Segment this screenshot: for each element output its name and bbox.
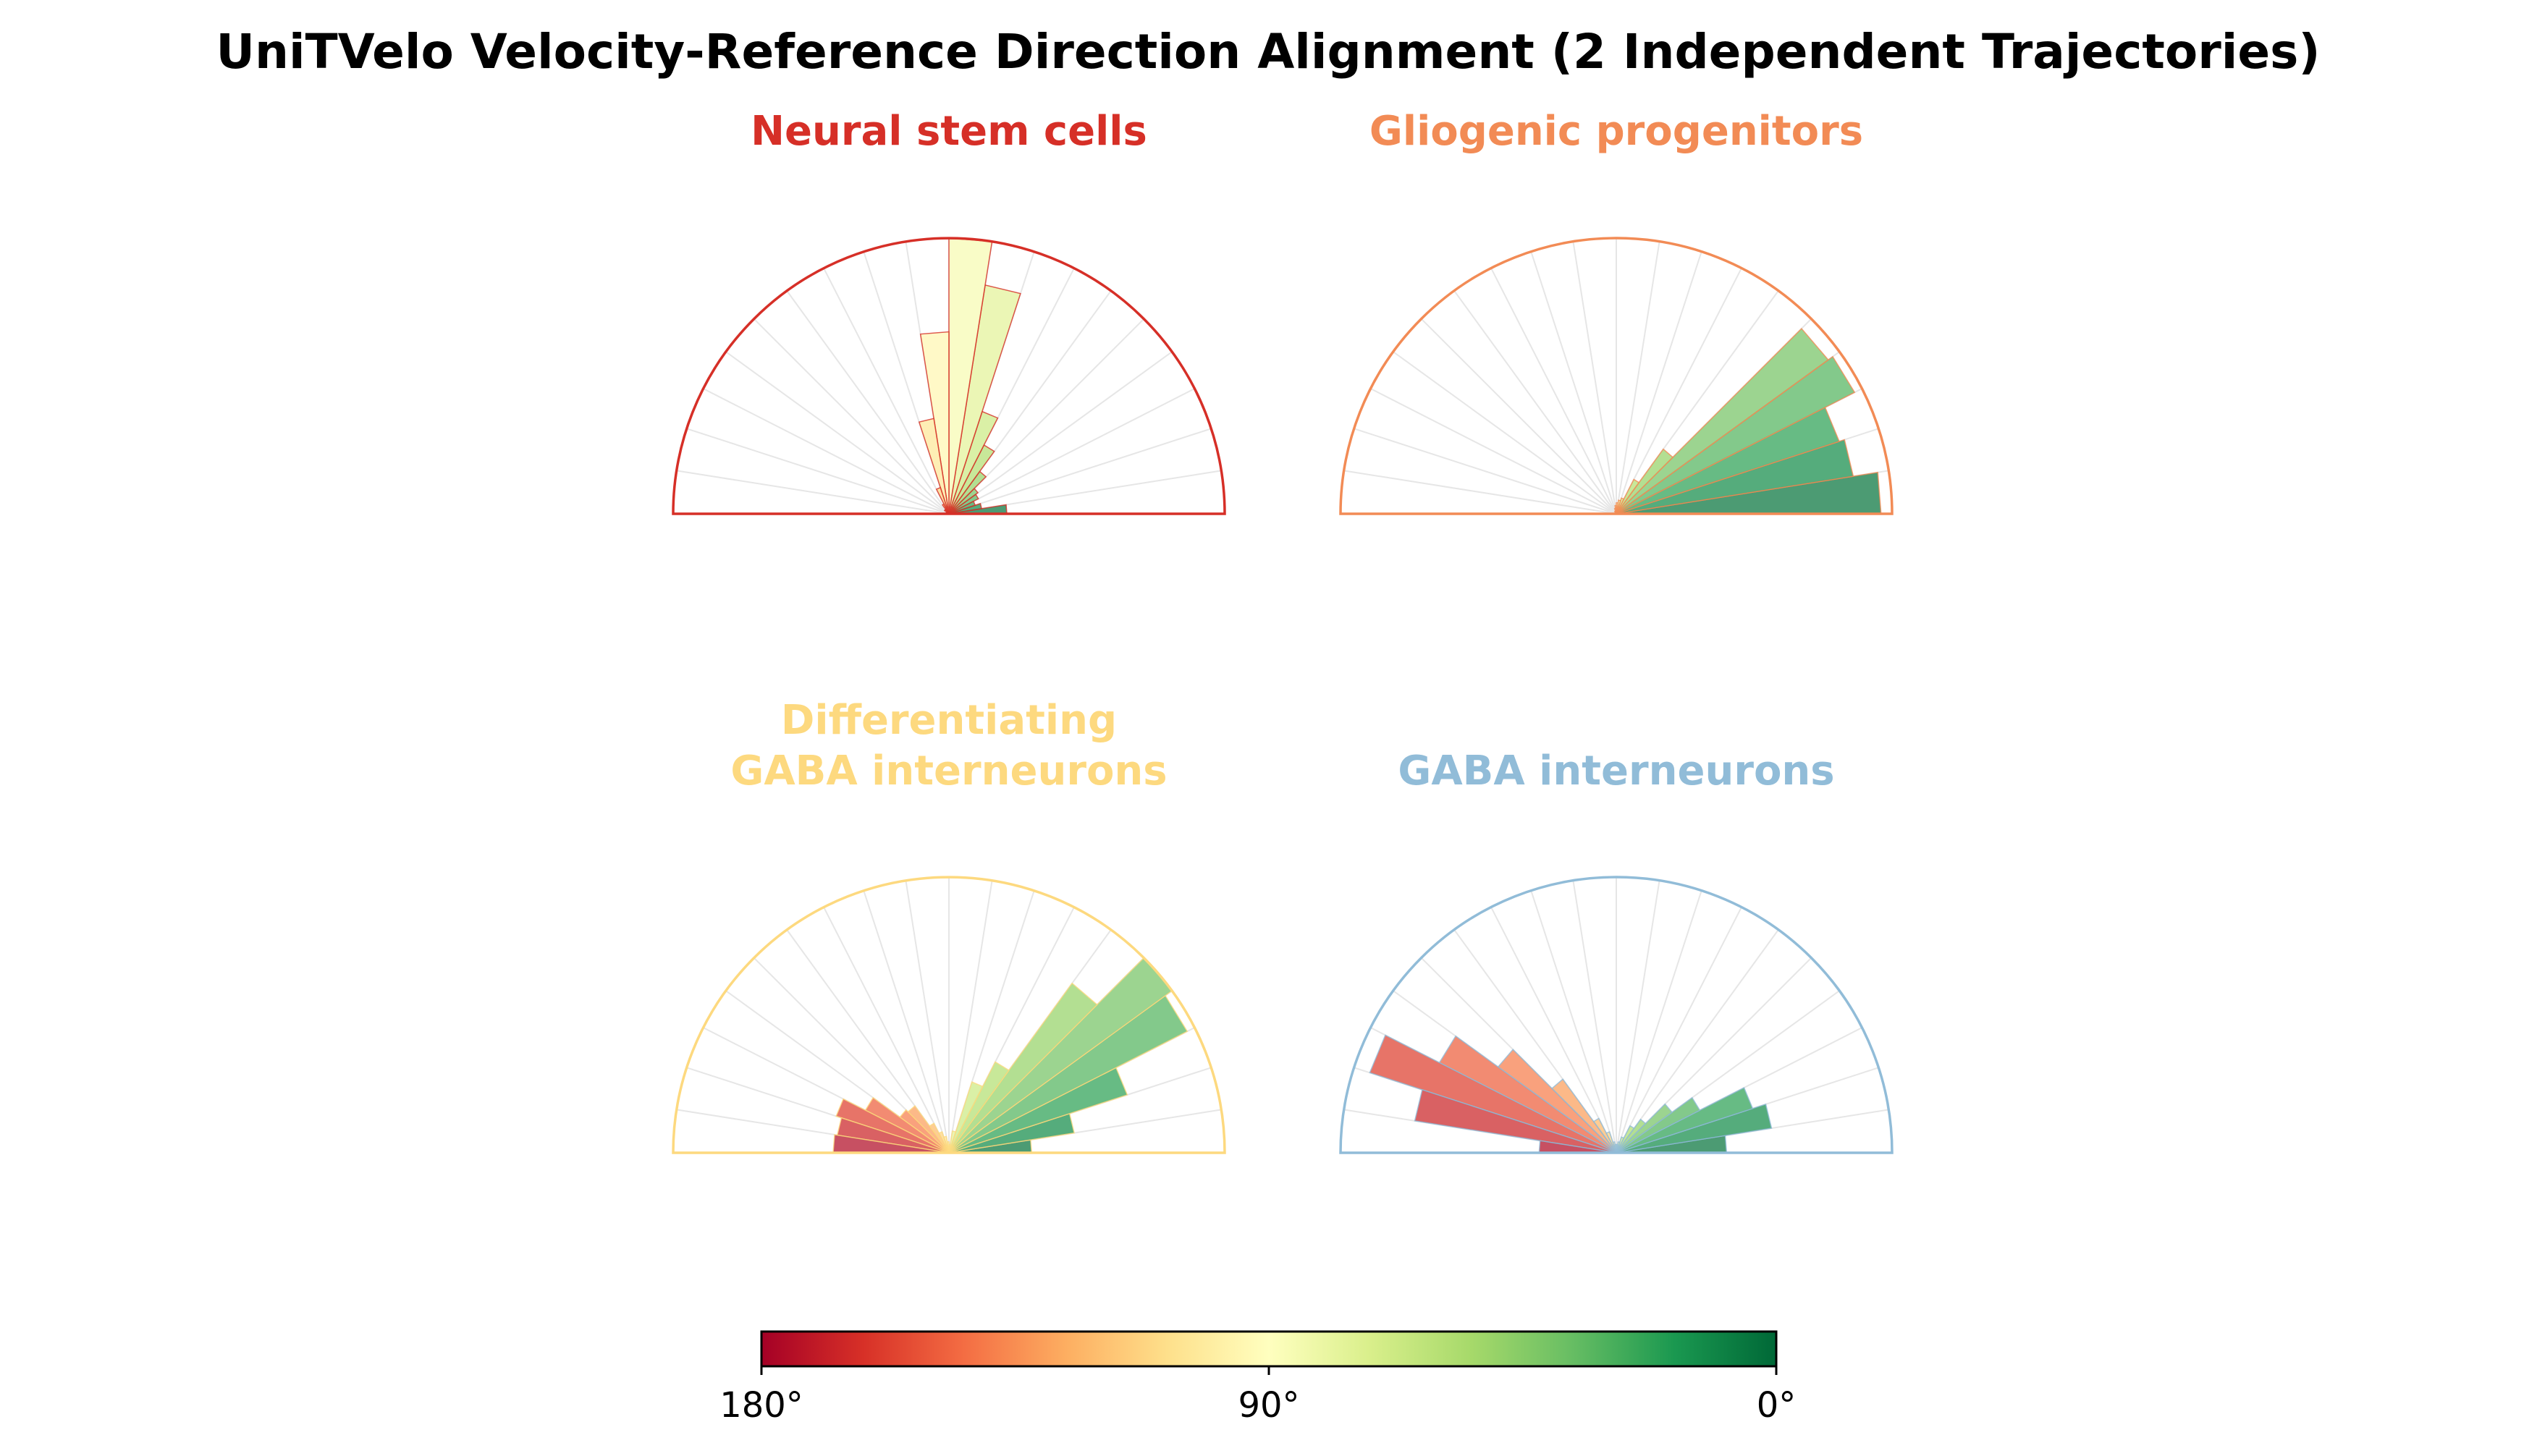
grid-line	[948, 880, 993, 1154]
bar	[1616, 478, 1640, 515]
colorbar-tick-label: 90°	[1238, 1385, 1299, 1426]
grid-line	[1354, 428, 1617, 515]
bar	[1369, 1034, 1617, 1154]
grid-line	[1572, 880, 1617, 1154]
bar	[1616, 448, 1674, 515]
grid-line	[863, 890, 950, 1154]
grid-line	[1616, 929, 1779, 1154]
grid-line	[823, 907, 950, 1154]
grid-line	[753, 318, 950, 515]
panel-title: Differentiating GABA interneurons	[730, 697, 1167, 795]
polar-frame	[672, 876, 1226, 1154]
grid-line	[1343, 470, 1617, 515]
grid-line	[1616, 880, 1660, 1154]
polar-frame	[1339, 876, 1894, 1154]
grid-line	[905, 880, 950, 1154]
colorbar-tick-label: 180°	[719, 1385, 803, 1426]
panel-1: Neural stem cells	[672, 108, 1226, 515]
grid-line	[676, 470, 950, 515]
grid-line	[1616, 268, 1742, 515]
panel-4: GABA interneurons	[1339, 748, 1894, 1154]
bar	[1616, 327, 1829, 515]
grid-line	[1420, 318, 1617, 515]
panels: Neural stem cells Gliogenic progenitors Di…	[672, 108, 1894, 1154]
grid-line	[1616, 907, 1742, 1154]
bar	[948, 982, 1098, 1154]
grid-line	[786, 290, 950, 515]
colorbar-tick-label: 0°	[1757, 1385, 1797, 1426]
grid-line	[1616, 241, 1660, 515]
grid-line	[1453, 290, 1617, 515]
grid-line	[1393, 351, 1617, 515]
grid-line	[686, 428, 950, 515]
grid-line	[1572, 241, 1617, 515]
grid-line	[948, 388, 1195, 515]
grid-line	[1370, 388, 1617, 515]
colorbar-fill	[760, 1330, 1778, 1368]
grid-line	[703, 388, 950, 515]
grid-line	[1530, 251, 1617, 515]
bar	[948, 1130, 957, 1154]
panel-title: Gliogenic progenitors	[1369, 108, 1863, 155]
polar-frame	[1339, 237, 1894, 515]
colorbar-ticks: 180° 90° 0°	[719, 1366, 1796, 1426]
panel-3: Differentiating GABA interneurons	[672, 697, 1226, 1154]
panel-title: GABA interneurons	[1398, 748, 1834, 795]
grid-line	[823, 268, 950, 515]
bar	[948, 1081, 984, 1154]
grid-line	[948, 428, 1212, 515]
figure-title: UniTVelo Velocity-Reference Direction Al…	[216, 24, 2320, 80]
panel-title: Neural stem cells	[751, 108, 1147, 155]
grid-line	[1490, 268, 1617, 515]
panel-2: Gliogenic progenitors	[1339, 108, 1894, 515]
polar-frame	[672, 237, 1226, 515]
bar	[1414, 1088, 1617, 1154]
grid-line	[1530, 890, 1617, 1154]
grid-line	[948, 351, 1173, 515]
grid-line	[1616, 890, 1702, 1154]
colorbar: 180° 90° 0°	[719, 1330, 1796, 1426]
grid-line	[725, 351, 950, 515]
grid-line	[1616, 251, 1702, 515]
grid-line	[1490, 907, 1617, 1154]
